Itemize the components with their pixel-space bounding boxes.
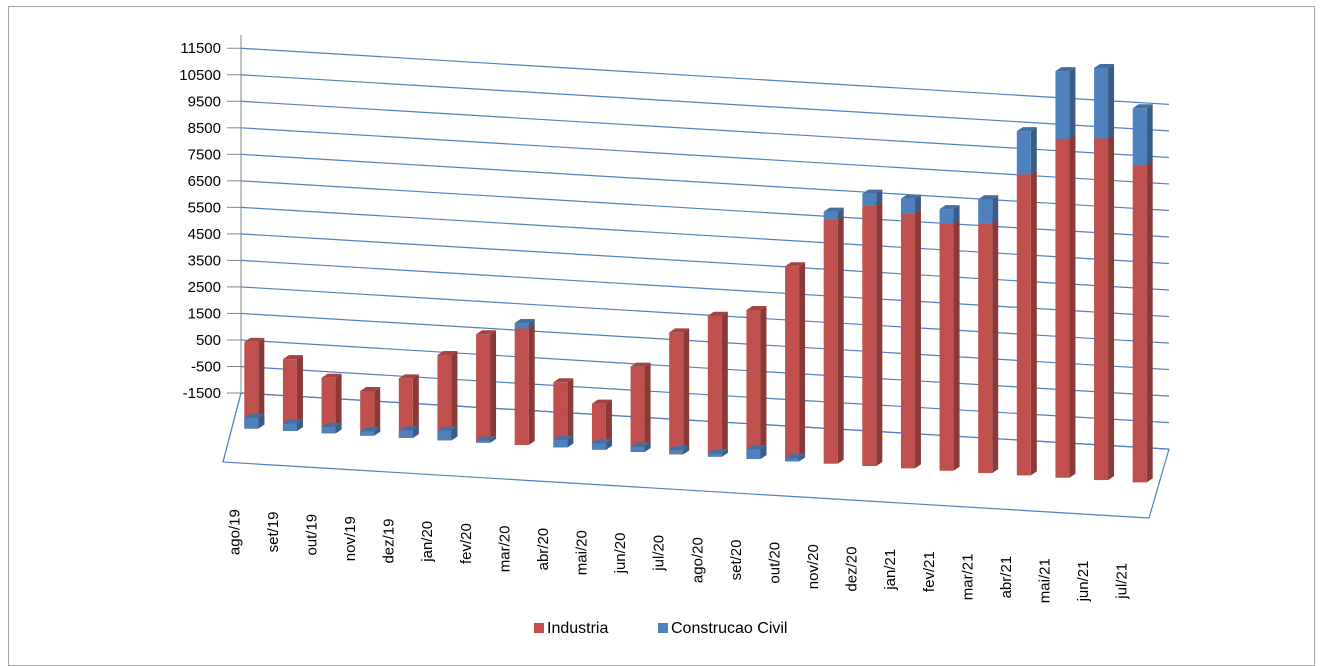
x-tick-label: fev/20 — [458, 523, 475, 564]
x-tick-label: ago/20 — [689, 537, 706, 583]
y-tick-label: 2500 — [188, 279, 221, 296]
y-tick-label: 9500 — [188, 93, 221, 110]
chart-svg: 11500 10500 9500 8500 7500 6500 5500 4500 3500 25… — [9, 7, 1316, 660]
legend-label-construcao-civil: Construcao Civil — [671, 620, 787, 637]
bar-industria — [940, 220, 960, 471]
x-tick-label: jun/20 — [612, 533, 629, 575]
legend-swatch-industria — [534, 623, 544, 633]
bar-industria — [824, 216, 844, 464]
bar-industria — [785, 262, 805, 461]
bar-industria — [1055, 135, 1075, 478]
x-tick-label: abr/21 — [998, 556, 1015, 599]
x-tick-label: dez/20 — [844, 547, 861, 592]
bar-industria — [708, 312, 728, 457]
x-tick-label: set/20 — [728, 540, 745, 581]
bar-industria — [1017, 170, 1037, 475]
y-tick-label: 5500 — [188, 199, 221, 216]
y-tick-label: 3500 — [188, 252, 221, 269]
bar-construcao-civil — [1055, 67, 1075, 139]
x-tick-label: nov/20 — [805, 544, 822, 589]
y-tick-label: 11500 — [180, 40, 221, 57]
bar-construcao-civil — [1094, 64, 1114, 138]
bar-industria — [746, 306, 766, 459]
bar-construcao-civil — [1017, 127, 1037, 174]
legend: Industria Construcao Civil — [534, 620, 787, 637]
x-tick-label: dez/19 — [381, 519, 398, 564]
bar-construcao-civil — [978, 195, 998, 223]
bar-industria — [669, 328, 689, 454]
bar-construcao-civil — [244, 414, 264, 429]
legend-swatch-construcao-civil — [658, 623, 668, 633]
gridline — [241, 48, 1169, 104]
x-tick-label: jan/20 — [419, 521, 436, 563]
x-tick-label: ago/19 — [226, 509, 243, 555]
x-tick-label: jun/21 — [1075, 561, 1092, 603]
bar-construcao-civil — [901, 195, 921, 214]
y-tick-label: -1500 — [183, 385, 221, 402]
y-tick-label: 1500 — [188, 305, 221, 322]
y-tick-label: 500 — [196, 332, 221, 349]
y-tick-label: 4500 — [188, 226, 221, 243]
x-tick-label: mar/21 — [959, 554, 976, 601]
bar-industria — [631, 363, 651, 452]
x-tick-label: out/19 — [303, 514, 320, 556]
x-tick-label: mai/21 — [1037, 558, 1054, 603]
y-tick-label: 7500 — [188, 146, 221, 163]
bar-construcao-civil — [1133, 104, 1153, 165]
y-tick-label: 10500 — [179, 67, 221, 84]
bar-industria — [901, 210, 921, 469]
bar-construcao-civil — [746, 445, 766, 459]
bar-construcao-civil — [862, 190, 882, 206]
y-axis-ticks: 11500 10500 9500 8500 7500 6500 5500 4500 3500 25… — [179, 40, 241, 402]
x-tick-label: nov/19 — [342, 516, 359, 561]
gridline — [241, 75, 1169, 131]
x-tick-label: jan/21 — [882, 549, 899, 591]
x-tick-label: fev/21 — [921, 551, 938, 592]
x-axis-ticks: ago/19 set/19 out/19 nov/19 dez/19 jan/20 fev/… — [226, 509, 1130, 603]
bars — [244, 64, 1152, 482]
x-tick-label: jul/21 — [1114, 563, 1131, 600]
x-tick-label: out/20 — [766, 542, 783, 584]
y-tick-label: 6500 — [188, 173, 221, 190]
bar-industria — [1094, 134, 1114, 480]
bar-industria — [862, 202, 882, 466]
bar-industria — [515, 324, 535, 445]
bar-industria — [978, 220, 998, 473]
chart-frame: 11500 10500 9500 8500 7500 6500 5500 4500 3500 25… — [8, 6, 1315, 666]
bar-construcao-civil — [437, 427, 457, 441]
x-tick-label: set/19 — [265, 512, 282, 553]
x-tick-label: abr/20 — [535, 528, 552, 571]
bar-industria — [476, 330, 496, 442]
x-tick-label: mai/20 — [574, 530, 591, 575]
x-tick-label: mar/20 — [496, 526, 513, 573]
x-tick-label: jul/20 — [651, 535, 668, 572]
legend-label-industria: Industria — [547, 620, 608, 637]
y-tick-label: -500 — [191, 358, 221, 375]
y-tick-label: 8500 — [188, 120, 221, 137]
bar-industria — [1133, 161, 1153, 482]
bar-construcao-civil — [940, 205, 960, 224]
